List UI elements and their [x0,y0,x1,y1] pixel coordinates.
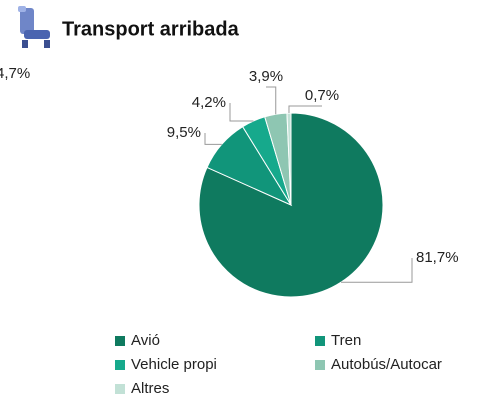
data-label: 3,9% [249,68,283,85]
legend-swatch [315,360,325,370]
leader-line [229,103,254,122]
legend-swatch [115,384,125,394]
legend-label: Autobús/Autocar [331,356,442,373]
legend-label: Altres [131,380,169,397]
leader-line [266,86,277,115]
data-label: 4,2% [192,94,226,111]
leader-line [204,133,222,145]
pie-slice [286,112,292,206]
legend-label: Tren [331,332,361,349]
annotation: 4,7% [0,65,30,82]
data-label: 0,7% [305,87,339,104]
leader-line [288,105,322,114]
legend-swatch [115,360,125,370]
legend-swatch [115,336,125,346]
data-label: 81,7% [416,249,459,266]
chart-title: Transport arribada [62,18,240,40]
legend-label: Vehicle propi [131,356,217,373]
data-label: 9,5% [167,124,201,141]
legend-label: Avió [131,332,160,349]
leader-line [341,258,413,283]
legend-swatch [315,336,325,346]
pie-slice [198,112,384,298]
seat-icon [18,6,50,48]
